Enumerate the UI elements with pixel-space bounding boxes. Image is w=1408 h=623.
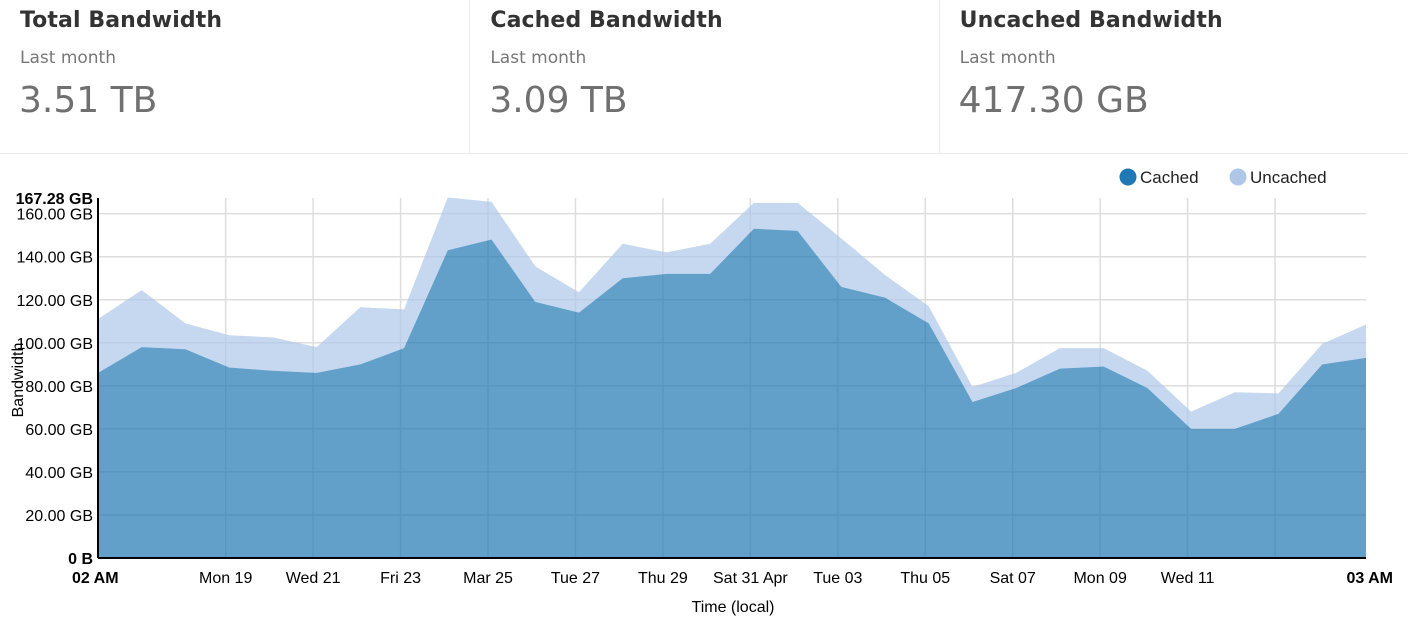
x-tick-label: 02 AM	[72, 570, 119, 587]
x-tick-label: Tue 27	[551, 570, 600, 587]
x-tick-label: Thu 29	[638, 570, 688, 587]
summary-cards: Total Bandwidth Last month 3.51 TB Cache…	[0, 0, 1408, 154]
card-value: 417.30 GB	[958, 80, 1149, 121]
cached-area	[98, 228, 1366, 559]
card-title: Cached Bandwidth	[490, 8, 723, 33]
card-title: Uncached Bandwidth	[959, 8, 1223, 33]
x-tick-label: Mon 19	[199, 570, 252, 587]
cached-bandwidth-card: Cached Bandwidth Last month 3.09 TB	[469, 0, 938, 153]
card-subtitle: Last month	[959, 48, 1056, 68]
x-tick-label: Wed 11	[1161, 570, 1215, 587]
card-title: Total Bandwidth	[20, 8, 223, 33]
y-tick-label: 0 B	[68, 551, 93, 568]
x-tick-label: Mar 25	[463, 570, 513, 587]
uncached-bandwidth-card: Uncached Bandwidth Last month 417.30 GB	[938, 0, 1408, 153]
legend-label-uncached: Uncached	[1250, 168, 1327, 187]
y-axis-title: Bandwidth	[10, 343, 27, 418]
card-value: 3.51 TB	[19, 80, 158, 121]
x-tick-label: Sat 31 Apr	[713, 570, 788, 587]
legend-swatch-uncached	[1229, 168, 1247, 186]
x-tick-label: 03 AM	[1346, 570, 1393, 587]
legend-swatch-cached	[1119, 168, 1137, 186]
y-tick-label: 120.00 GB	[17, 293, 94, 310]
card-subtitle: Last month	[20, 48, 116, 68]
x-tick-label: Sat 07	[990, 570, 1036, 587]
axes: 0 B 20.00 GB 40.00 GB 60.00 GB 80.00 GB 100.0…	[16, 191, 1393, 587]
bandwidth-chart: 0 B 20.00 GB 40.00 GB 60.00 GB 80.00 GB 100.0…	[10, 168, 1393, 616]
legend[interactable]: Cached Uncached	[1119, 168, 1327, 187]
area-series	[98, 197, 1366, 559]
x-tick-label: Fri 23	[380, 570, 421, 587]
total-bandwidth-card: Total Bandwidth Last month 3.51 TB	[0, 0, 469, 153]
y-tick-label: 40.00 GB	[25, 465, 93, 482]
x-tick-label: Wed 21	[286, 570, 341, 587]
y-tick-label: 100.00 GB	[17, 336, 94, 353]
legend-item-uncached[interactable]: Uncached	[1229, 168, 1327, 187]
card-value: 3.09 TB	[489, 80, 628, 121]
uncached-area	[98, 197, 1366, 429]
x-axis-title: Time (local)	[692, 599, 775, 616]
legend-label-cached: Cached	[1140, 168, 1199, 187]
y-max-label: 167.28 GB	[16, 191, 93, 208]
legend-item-cached[interactable]: Cached	[1119, 168, 1199, 187]
y-tick-label: 140.00 GB	[17, 250, 94, 267]
x-tick-label: Thu 05	[900, 570, 950, 587]
y-tick-label: 60.00 GB	[25, 422, 93, 439]
x-tick-label: Tue 03	[813, 570, 862, 587]
y-tick-label: 80.00 GB	[25, 379, 93, 396]
x-tick-label: Mon 09	[1073, 570, 1126, 587]
card-subtitle: Last month	[490, 48, 587, 68]
y-tick-label: 20.00 GB	[25, 508, 93, 525]
y-tick-label: 160.00 GB	[17, 207, 94, 224]
